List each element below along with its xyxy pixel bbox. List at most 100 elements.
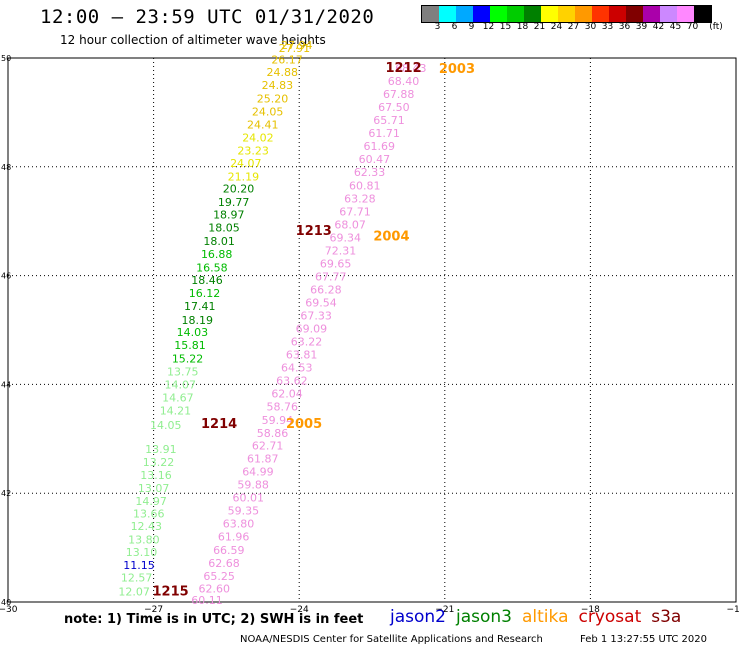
data-point-s3a: 68.43 xyxy=(395,62,427,75)
legend-swatch xyxy=(524,6,541,22)
data-point-s3a: 68.40 xyxy=(388,75,420,88)
data-point-s3a: 66.28 xyxy=(310,284,342,297)
satellite-s3a: s3a xyxy=(651,607,682,627)
data-point-jason3: 24.41 xyxy=(247,118,279,131)
data-point-jason3: 18.01 xyxy=(203,235,235,248)
pass-time-label: 1214 xyxy=(201,417,237,432)
data-point-s3a: 62.60 xyxy=(199,582,231,595)
legend-label: 39 xyxy=(635,22,648,32)
pass-time-label: 1212 xyxy=(385,61,421,76)
timestamp: Feb 1 13:27:55 UTC 2020 xyxy=(580,634,707,645)
data-point-jason3: 15.22 xyxy=(172,352,204,365)
x-tick-label: −30 xyxy=(0,605,18,615)
data-point-s3a: 68.07 xyxy=(334,218,366,231)
data-point-jason3: 16.88 xyxy=(201,248,233,261)
y-tick-label: 46 xyxy=(1,272,11,281)
y-tick-label: 44 xyxy=(1,380,11,389)
data-point-s3a: 63.28 xyxy=(344,192,376,205)
data-point-jason3: 13.91 xyxy=(145,443,177,456)
data-point-jason3: 24.05 xyxy=(252,105,284,118)
data-point-s3a: 62.33 xyxy=(354,166,386,179)
data-point-jason3: 12.57 xyxy=(121,572,153,585)
data-point-jason3: 13.66 xyxy=(133,507,165,520)
data-point-s3a: 62.04 xyxy=(271,388,303,401)
pass-time-label: 2003 xyxy=(439,62,475,77)
data-point-s3a: 67.71 xyxy=(339,205,371,218)
data-point-s3a: 60.11 xyxy=(191,594,223,607)
data-point-jason3: 13.80 xyxy=(128,533,160,546)
legend-label: 21 xyxy=(533,22,546,32)
plot-frame xyxy=(7,57,737,603)
data-point-jason3: 24.83 xyxy=(262,79,294,92)
data-point-jason3: 14.07 xyxy=(165,378,197,391)
data-point-jason3: 16.12 xyxy=(189,287,221,300)
legend-swatch xyxy=(575,6,592,22)
x-tick-label: −24 xyxy=(290,605,309,615)
pass-time-label: 1213 xyxy=(296,224,332,239)
y-tick-label: 48 xyxy=(1,163,11,172)
data-point-jason3: 13.07 xyxy=(138,482,170,495)
data-point-jason3: 12.43 xyxy=(131,520,163,533)
data-point-s3a: 64.99 xyxy=(242,465,274,478)
y-tick-label: 50 xyxy=(1,54,11,63)
data-point-jason3: 24.88 xyxy=(266,66,298,79)
legend-swatch xyxy=(490,6,507,22)
legend-label: 36 xyxy=(618,22,631,32)
data-point-jason3: 27.94 xyxy=(281,39,313,52)
data-point-jason3: 13.22 xyxy=(143,456,175,469)
data-point-jason3: 24.07 xyxy=(230,157,262,170)
data-point-jason3: 13.75 xyxy=(167,365,199,378)
data-point-jason3: 15.81 xyxy=(174,339,206,352)
legend-label: 33 xyxy=(601,22,614,32)
legend-label: 15 xyxy=(499,22,512,32)
data-point-jason3: 13.16 xyxy=(140,469,172,482)
data-point-jason3: 23.23 xyxy=(237,144,269,157)
x-tick-label: −27 xyxy=(144,605,163,615)
legend-label: 6 xyxy=(451,22,458,32)
data-point-s3a: 65.71 xyxy=(373,114,405,127)
data-point-jason3: 18.19 xyxy=(182,314,214,327)
data-point-s3a: 67.77 xyxy=(315,271,347,284)
data-point-jason3: 17.41 xyxy=(184,300,216,313)
data-point-jason3: 19.77 xyxy=(218,196,250,209)
satellite-jason3: jason3 xyxy=(456,607,512,627)
data-point-jason3: 14.67 xyxy=(162,391,194,404)
data-point-jason3: 18.97 xyxy=(213,209,245,222)
legend-label: 12 xyxy=(482,22,495,32)
data-point-s3a: 69.09 xyxy=(296,322,328,335)
data-point-s3a: 61.69 xyxy=(364,140,396,153)
data-point-jason3: 16.58 xyxy=(196,261,228,274)
pass-time-label: 2004 xyxy=(373,229,409,244)
data-point-s3a: 67.88 xyxy=(383,88,415,101)
x-tick-label: −15 xyxy=(727,605,740,615)
legend-unit: (ft) xyxy=(709,22,723,32)
legend-label: 70 xyxy=(686,22,699,32)
data-point-jason3: 13.10 xyxy=(126,546,158,559)
data-point-s3a: 62.71 xyxy=(252,439,284,452)
data-point-s3a: 67.33 xyxy=(300,309,332,322)
pass-time-label: 1215 xyxy=(152,585,188,600)
legend-label: 45 xyxy=(669,22,682,32)
x-tick-label: −18 xyxy=(581,605,600,615)
data-point-jason3: 12.07 xyxy=(118,586,150,599)
data-point-s3a: 61.87 xyxy=(247,452,279,465)
data-point-jason3: 24.02 xyxy=(242,131,274,144)
data-point-s3a: 64.53 xyxy=(281,362,313,375)
data-point-s3a: 69.54 xyxy=(305,296,337,309)
data-point-s3a: 63.22 xyxy=(291,335,323,348)
data-point-s3a: 60.47 xyxy=(359,153,391,166)
satellite-altika: altika xyxy=(522,607,569,627)
data-point-s3a: 59.35 xyxy=(228,505,260,518)
legend-swatch xyxy=(643,6,660,22)
data-point-jason3: 14.05 xyxy=(150,419,182,432)
legend-label: 9 xyxy=(468,22,475,32)
data-point-jason3: 11.15 xyxy=(123,559,155,572)
legend-swatch xyxy=(592,6,609,22)
data-point-s3a: 62.68 xyxy=(208,557,240,570)
legend-swatch xyxy=(626,6,643,22)
legend-label: 24 xyxy=(550,22,563,32)
title: 12:00 — 23:59 UTC 01/31/2020 xyxy=(40,6,375,28)
legend-swatch xyxy=(473,6,490,22)
data-point-jason3: 14.03 xyxy=(177,326,209,339)
data-point-jason3: 26.17 xyxy=(271,54,303,67)
